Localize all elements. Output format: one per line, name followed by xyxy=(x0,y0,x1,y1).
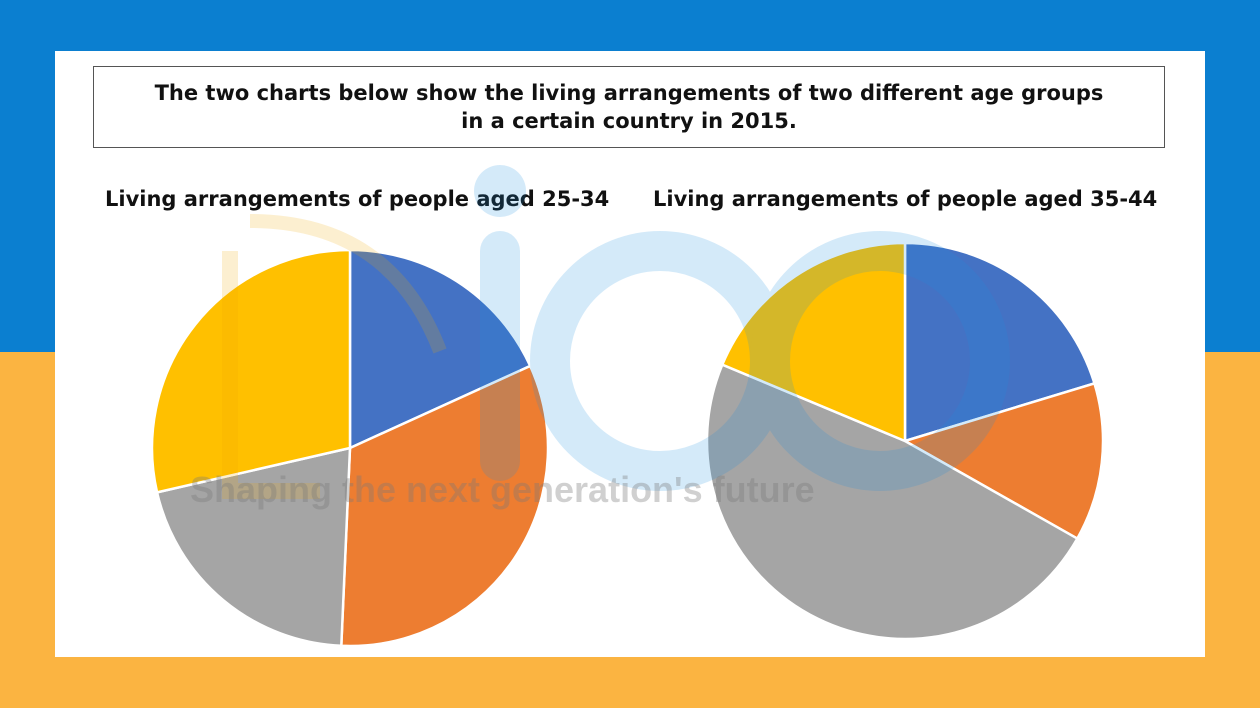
pie-chart-35-44 xyxy=(705,241,1105,641)
pie-title-35-44: Living arrangements of people aged 35-44 xyxy=(653,187,1158,211)
pie-slice-0-3 xyxy=(150,248,352,494)
pie-slice-0-2 xyxy=(155,446,352,648)
pie-slice-1-0 xyxy=(903,241,1096,443)
pie-title-25-34: Living arrangements of people aged 25-34 xyxy=(105,187,610,211)
pie-slice-1-2 xyxy=(705,363,1080,641)
header-line-2: in a certain country in 2015. xyxy=(461,109,797,133)
header-line-1: The two charts below show the living arr… xyxy=(154,81,1104,105)
header-box: The two charts below show the living arr… xyxy=(93,66,1165,148)
pie-slice-1-1 xyxy=(901,381,1105,541)
pie-chart-25-34 xyxy=(150,248,550,648)
pie-slice-0-0 xyxy=(348,248,532,450)
pie-slice-1-3 xyxy=(720,241,907,443)
chart-card: The two charts below show the living arr… xyxy=(55,51,1205,657)
pie-slice-0-1 xyxy=(339,364,550,648)
watermark-tagline: Shaping the next generation's future xyxy=(190,469,815,510)
